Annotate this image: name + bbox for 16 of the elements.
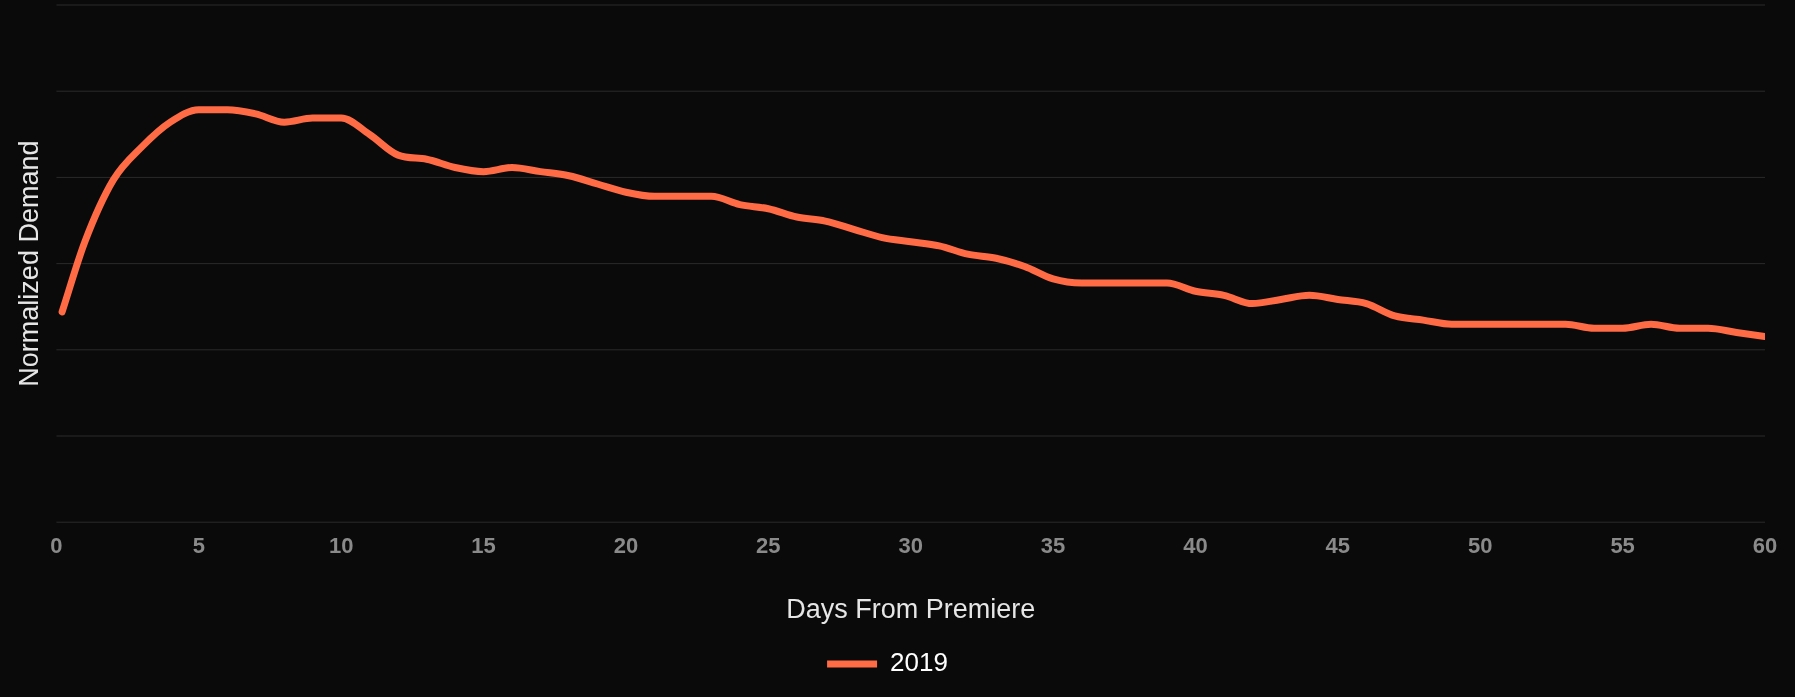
x-tick-label: 25: [756, 533, 781, 559]
legend-label: 2019: [890, 647, 948, 678]
x-tick-label: 35: [1040, 533, 1066, 559]
x-tick-label: 5: [192, 533, 205, 559]
x-tick-label: 55: [1610, 533, 1635, 559]
x-tick-label: 30: [898, 533, 923, 559]
y-axis-title: Normalized Demand: [13, 140, 44, 387]
x-tick-label: 20: [613, 533, 639, 559]
x-tick-label: 60: [1752, 533, 1778, 559]
x-tick-label: 40: [1183, 533, 1208, 559]
x-tick-label: 50: [1467, 533, 1493, 559]
x-tick-label: 0: [50, 533, 63, 559]
x-tick-label: 10: [328, 533, 354, 559]
x-tick-label: 15: [471, 533, 496, 559]
x-axis-title: Days From Premiere: [786, 594, 1036, 625]
x-tick-label: 45: [1325, 533, 1351, 559]
